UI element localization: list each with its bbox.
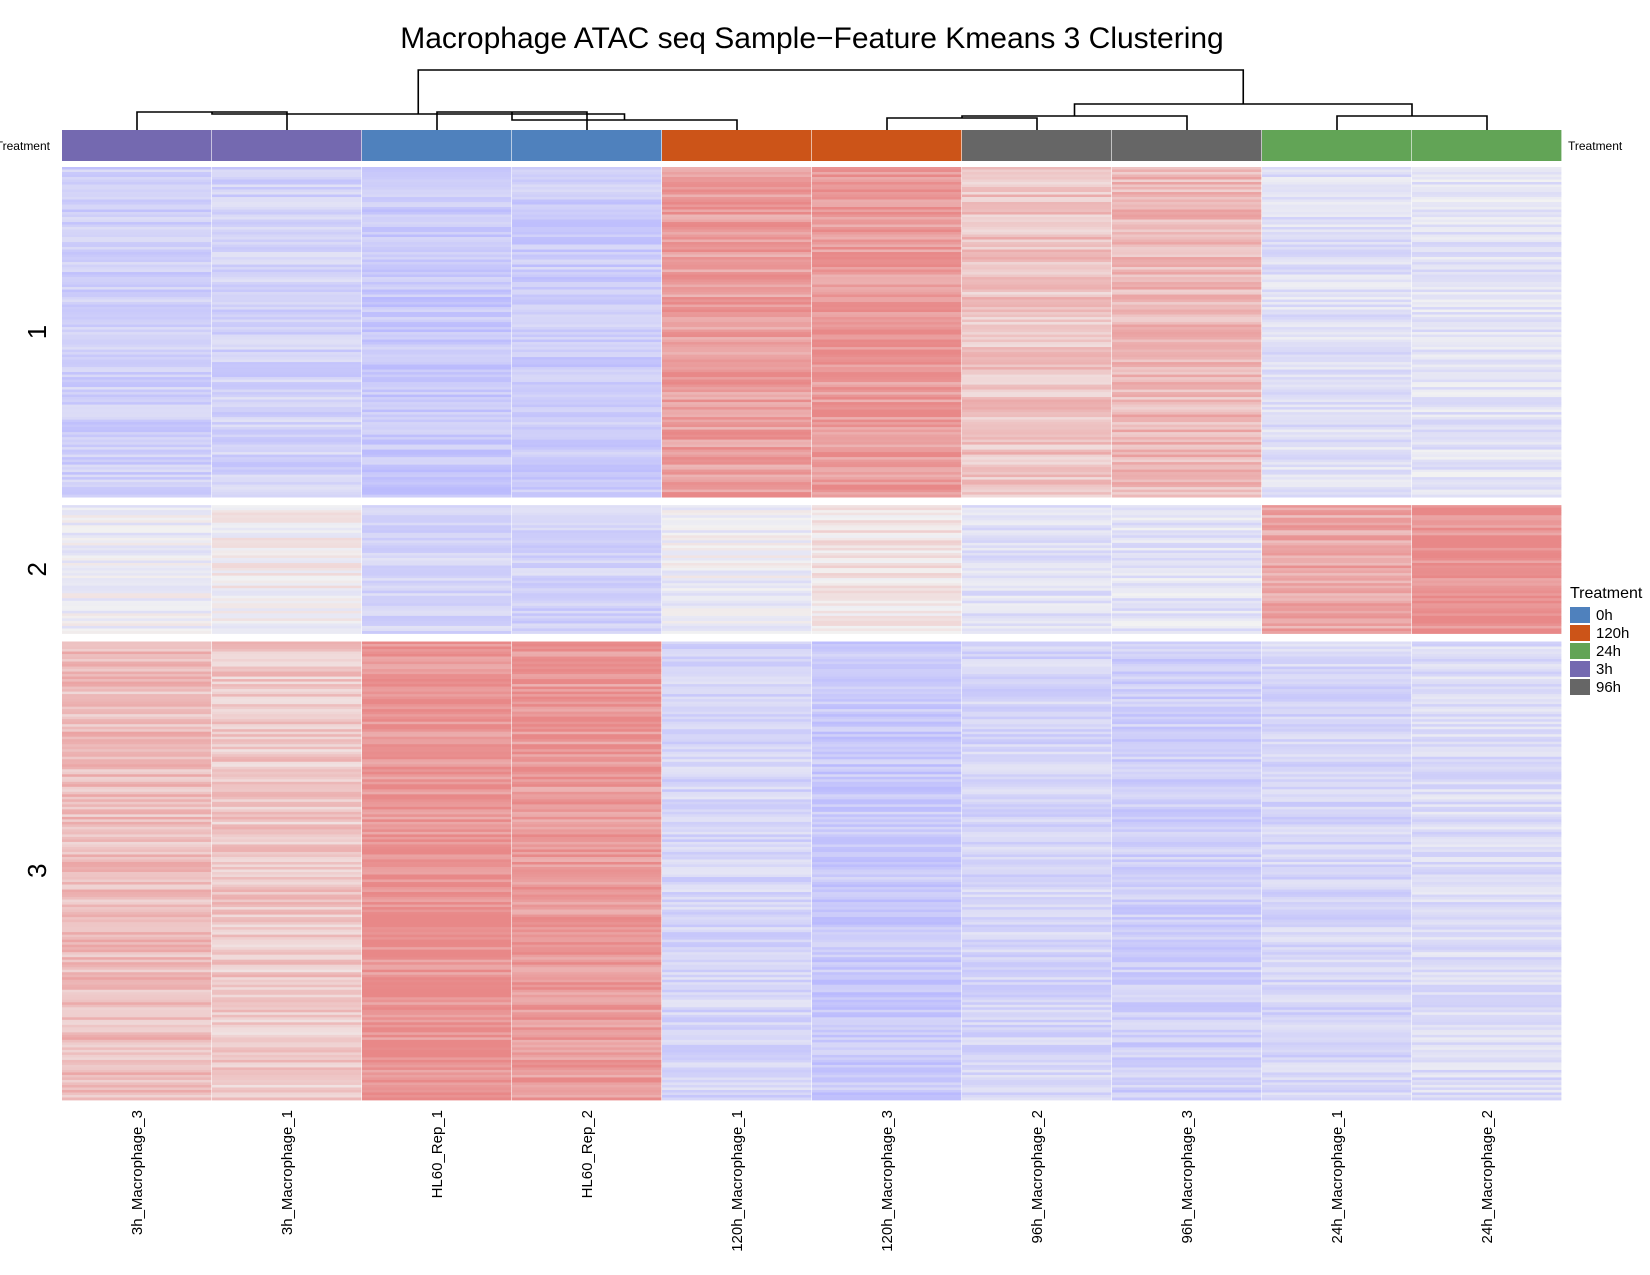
heatmap-column-HL60_Rep_2-cluster-1 <box>512 167 662 498</box>
annotation-cell-HL60_Rep_1 <box>362 130 512 161</box>
column-dendrogram <box>136 69 1488 130</box>
legend-label-0h: 0h <box>1596 607 1613 624</box>
annotation-cell-24h_Macrophage_2 <box>1412 130 1562 161</box>
heatmap-column-120h_Macrophage_3-cluster-1 <box>812 167 962 498</box>
heatmap-column-96h_Macrophage_3-cluster-3 <box>1112 641 1262 1101</box>
row-cluster-3 <box>62 641 1562 1101</box>
legend-swatch-0h <box>1570 607 1590 623</box>
heatmap-column-HL60_Rep_2-cluster-2 <box>512 505 662 634</box>
heatmap-column-3h_Macrophage_1-cluster-3 <box>212 641 362 1101</box>
legend-swatch-3h <box>1570 661 1590 677</box>
legend-label-3h: 3h <box>1596 661 1613 678</box>
sample-label-24h_Macrophage_1: 24h_Macrophage_1 <box>1329 1110 1346 1243</box>
row-cluster-2 <box>62 505 1562 634</box>
sample-label-HL60_Rep_1: HL60_Rep_1 <box>429 1110 446 1198</box>
heatmap-column-24h_Macrophage_1-cluster-2 <box>1262 505 1412 634</box>
treatment-annotation-bar <box>62 130 1562 161</box>
heatmap-column-HL60_Rep_1-cluster-1 <box>362 167 512 498</box>
heatmap-column-120h_Macrophage_3-cluster-2 <box>812 505 962 634</box>
sample-label-3h_Macrophage_1: 3h_Macrophage_1 <box>279 1110 296 1235</box>
heatmap-column-24h_Macrophage_1-cluster-3 <box>1262 641 1412 1101</box>
sample-label-120h_Macrophage_3: 120h_Macrophage_3 <box>879 1110 896 1252</box>
legend-label-96h: 96h <box>1596 679 1621 696</box>
heatmap-column-96h_Macrophage_2-cluster-3 <box>962 641 1112 1101</box>
sample-label-24h_Macrophage_2: 24h_Macrophage_2 <box>1479 1110 1496 1243</box>
heatmap-column-HL60_Rep_1-cluster-2 <box>362 505 512 634</box>
heatmap-column-96h_Macrophage_3-cluster-2 <box>1112 505 1262 634</box>
heatmap-column-96h_Macrophage_2-cluster-2 <box>962 505 1112 634</box>
row-cluster-1 <box>62 167 1562 498</box>
legend-title: Treatment <box>1570 585 1643 602</box>
chart-title: Macrophage ATAC seq Sample−Feature Kmean… <box>400 22 1223 55</box>
heatmap-column-120h_Macrophage_1-cluster-2 <box>662 505 812 634</box>
dendrogram-branch-6 <box>1336 115 1488 130</box>
heatmap-column-3h_Macrophage_3-cluster-3 <box>62 641 212 1101</box>
row-cluster-label-3: 3 <box>22 864 52 878</box>
legend-label-120h: 120h <box>1596 625 1629 642</box>
sample-label-96h_Macrophage_2: 96h_Macrophage_2 <box>1029 1110 1046 1243</box>
legend-swatch-96h <box>1570 679 1590 695</box>
sample-label-120h_Macrophage_1: 120h_Macrophage_1 <box>729 1110 746 1252</box>
heatmap-column-24h_Macrophage_1-cluster-1 <box>1262 167 1412 498</box>
heatmap-column-120h_Macrophage_1-cluster-1 <box>662 167 812 498</box>
annotation-cell-24h_Macrophage_1 <box>1262 130 1412 161</box>
heatmap-column-24h_Macrophage_2-cluster-1 <box>1412 167 1562 498</box>
annotation-cell-HL60_Rep_2 <box>512 130 662 161</box>
heatmap-column-HL60_Rep_2-cluster-3 <box>512 641 662 1101</box>
annotation-cell-120h_Macrophage_3 <box>812 130 962 161</box>
heatmap-column-120h_Macrophage_1-cluster-3 <box>662 641 812 1101</box>
heatmap-column-24h_Macrophage_2-cluster-3 <box>1412 641 1562 1101</box>
annotation-cell-96h_Macrophage_3 <box>1112 130 1262 161</box>
sample-labels: 3h_Macrophage_3 3h_Macrophage_1 HL60_Rep_1… <box>129 1110 1496 1252</box>
dendrogram-branch-4 <box>886 117 1038 130</box>
annotation-cell-96h_Macrophage_2 <box>962 130 1112 161</box>
legend-swatch-120h <box>1570 625 1590 641</box>
annotation-cell-120h_Macrophage_1 <box>662 130 812 161</box>
legend-label-24h: 24h <box>1596 643 1621 660</box>
heatmap-column-24h_Macrophage_2-cluster-2 <box>1412 505 1562 634</box>
heatmap-column-3h_Macrophage_3-cluster-1 <box>62 167 212 498</box>
heatmap-column-120h_Macrophage_3-cluster-3 <box>812 641 962 1101</box>
heatmap-column-3h_Macrophage_3-cluster-2 <box>62 505 212 634</box>
row-cluster-label-1: 1 <box>22 325 52 339</box>
dendrogram-branch-9 <box>417 69 1245 114</box>
heatmap-column-3h_Macrophage_1-cluster-1 <box>212 167 362 498</box>
annotation-cell-3h_Macrophage_1 <box>212 130 362 161</box>
heatmap-body <box>62 167 1562 1101</box>
row-cluster-labels: 1 2 3 <box>22 325 52 878</box>
row-cluster-label-2: 2 <box>22 562 52 576</box>
sample-label-HL60_Rep_2: HL60_Rep_2 <box>579 1110 596 1198</box>
annotation-label-left: Treatment <box>0 139 51 153</box>
annotation-label-right: Treatment <box>1568 139 1623 153</box>
dendrogram-branch-8 <box>1073 103 1413 116</box>
legend-swatch-24h <box>1570 643 1590 659</box>
heatmap-column-96h_Macrophage_3-cluster-1 <box>1112 167 1262 498</box>
heatmap-column-96h_Macrophage_2-cluster-1 <box>962 167 1112 498</box>
heatmap-column-3h_Macrophage_1-cluster-2 <box>212 505 362 634</box>
heatmap-column-HL60_Rep_1-cluster-3 <box>362 641 512 1101</box>
sample-label-96h_Macrophage_3: 96h_Macrophage_3 <box>1179 1110 1196 1243</box>
sample-label-3h_Macrophage_3: 3h_Macrophage_3 <box>129 1110 146 1235</box>
annotation-cell-3h_Macrophage_3 <box>62 130 212 161</box>
